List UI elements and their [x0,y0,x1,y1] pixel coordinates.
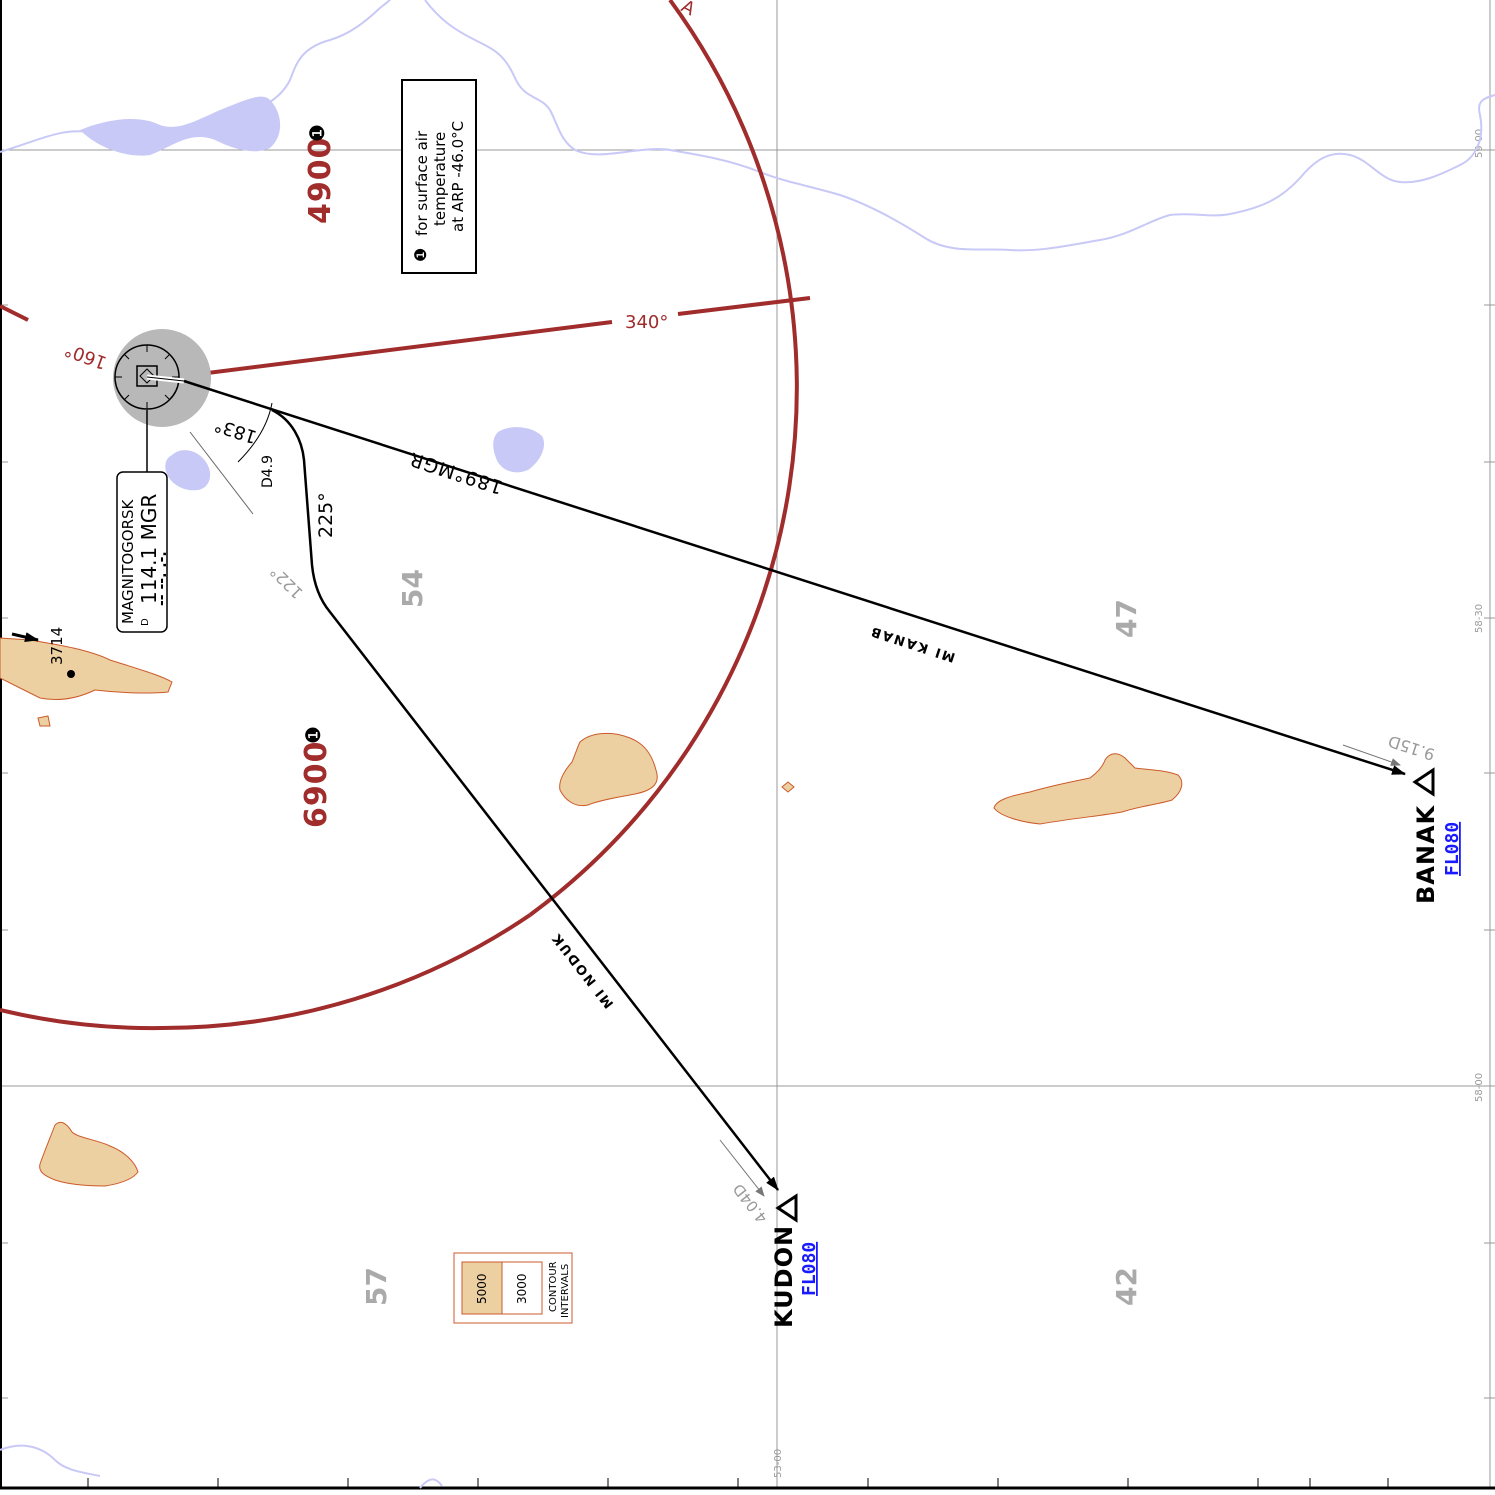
lead-radial [189,431,254,515]
turn-course-label: 183° [212,414,260,447]
water-bodies [80,96,545,491]
legend-caption-1: CONTOUR [548,1261,559,1312]
vor-dme-mgr [113,329,211,473]
grid-label-58-30: 58-30 [1474,604,1485,633]
kudon-distance: 4.04D [729,1180,771,1227]
fix-banak: 9.15D BANAK FL080 [1342,731,1463,904]
msa-ring [0,0,811,1031]
spot-elevation-value: 3714 [48,627,66,665]
banak-distance: 9.15D [1386,731,1437,764]
legend-value-3000: 3000 [515,1273,529,1304]
kanab-route [183,379,1406,776]
legend-caption-2: INTERVALS [560,1264,571,1318]
note-line-3: at ARP -46.0°C [449,121,467,232]
course-122-label: 122° [266,562,307,603]
msa-north-altitude: 4900 [303,137,338,225]
grid-label-53-00: 53-00 [773,1449,784,1478]
arrival-routes [183,379,1406,1191]
grid-ticks [0,304,1495,1399]
grid-mora-54: 54 [396,569,429,608]
kudon-name: KUDON [770,1225,798,1328]
sector-bearing-340: 340° [625,312,668,333]
grid-mora-42: 42 [1110,1267,1143,1306]
legend-value-5000: 5000 [475,1273,489,1304]
msa-temperature-note: ❶ for surface air temperature at ARP -46… [401,79,477,274]
noduk-route [271,408,779,1191]
grid-mora-47: 47 [1110,599,1143,638]
banak-flight-level: FL080 [1442,822,1463,876]
navaid-dme-mark: D [140,618,151,626]
banak-name: BANAK [1412,804,1440,904]
navaid-morse: -- --. .-. [154,551,170,606]
sector-bearing-160: 160° [62,338,110,373]
kanab-route-label: MI KANAB [868,623,958,665]
grid-label-58-00: 58-00 [1474,1073,1485,1102]
note-line-1: for surface air [413,130,431,236]
note-line-2: temperature [431,132,449,226]
spot-elevation: 3714 [48,627,75,678]
terrain-contours [0,637,1183,1187]
course-225-label: 225° [315,492,337,538]
navaid-label-box: MAGNITOGORSK 114.1 MGR -- --. .-. D [116,471,170,633]
radial-label: 189°MGR [406,447,505,498]
grid-mora-57: 57 [360,1267,393,1306]
navaid-name: MAGNITOGORSK [119,498,137,624]
msa-south-altitude: 6900 [299,741,334,829]
dme-arc [237,402,273,463]
kudon-flight-level: FL080 [799,1242,820,1296]
msa-north-note-marker: ❶ [305,124,329,142]
navaid-frequency-ident: 114.1 MGR [137,494,161,604]
bottom-frame [0,1478,1495,1490]
msa-south-note-marker: ❶ [301,726,325,744]
contour-legend: 5000 3000 CONTOUR INTERVALS [453,1252,573,1324]
dme-arc-label: D4.9 [260,455,276,488]
feeder-arrow [11,632,39,642]
fix-kudon: 4.04D KUDON FL080 [719,1139,820,1328]
note-marker: ❶ [411,248,430,262]
